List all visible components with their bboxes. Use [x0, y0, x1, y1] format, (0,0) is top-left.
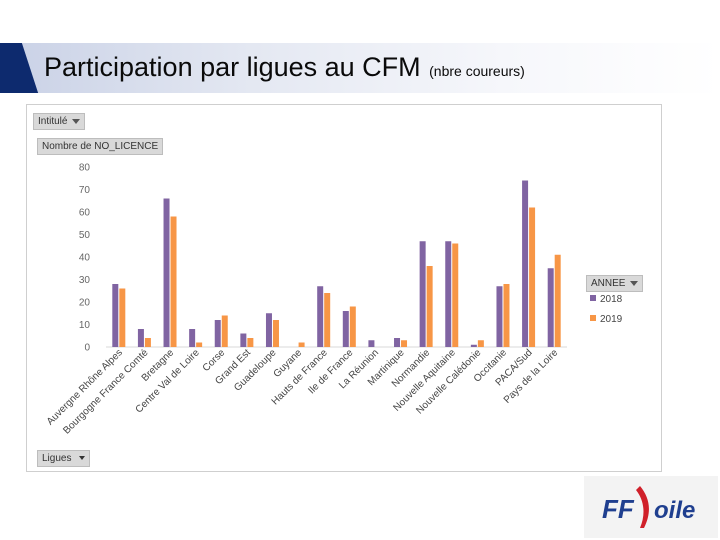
bar-2018: [240, 333, 247, 347]
bar-2019: [503, 284, 510, 347]
bar-2018: [470, 344, 477, 347]
y-tick-label: 50: [79, 230, 91, 241]
bar-2019: [426, 266, 433, 347]
ffvoile-logo: FF oile: [584, 476, 718, 538]
logo-text-ff: FF: [602, 494, 635, 524]
logo-text-oile: oile: [654, 497, 695, 524]
bar-2018: [419, 241, 426, 347]
title-band: Participation par ligues au CFM (nbre co…: [0, 43, 720, 93]
bar-2018: [342, 311, 349, 347]
bar-2018: [189, 329, 196, 347]
bar-2018: [394, 338, 401, 347]
y-tick-label: 40: [79, 253, 91, 264]
dropdown-arrow-icon: [79, 456, 86, 461]
bar-2019: [144, 338, 151, 347]
bar-2019: [452, 243, 459, 347]
y-tick-label: 30: [79, 275, 91, 286]
legend-label-2019: 2019: [600, 314, 623, 325]
y-tick-label: 10: [79, 320, 91, 331]
slide-title: Participation par ligues au CFM (nbre co…: [44, 52, 525, 83]
bar-2019: [196, 342, 203, 347]
bar-2019: [349, 306, 356, 347]
filter-field-button[interactable]: Intitulé: [33, 113, 86, 130]
bar-2019: [529, 207, 536, 347]
y-tick-label: 80: [79, 163, 91, 174]
bar-2018: [214, 320, 221, 347]
y-tick-label: 20: [79, 298, 91, 309]
bar-2018: [522, 180, 529, 347]
bar-2019: [119, 288, 126, 347]
title-accent-shape: [0, 43, 39, 93]
bar-2019: [401, 340, 408, 347]
value-field-label: Nombre de NO_LICENCE: [42, 141, 159, 152]
bar-2019: [247, 338, 254, 347]
pivot-chart: Intitulé Nombre de NO_LICENCE Ligues ANN…: [26, 104, 662, 472]
bar-2019: [272, 320, 279, 347]
bar-2018: [317, 286, 324, 347]
bar-2019: [221, 315, 228, 347]
bar-2018: [368, 340, 375, 347]
bar-2019: [477, 340, 484, 347]
filter-icon: [72, 118, 81, 124]
y-tick-label: 60: [79, 208, 91, 219]
sail-icon: [636, 486, 649, 528]
bar-2018: [445, 241, 452, 347]
bar-2019: [554, 254, 561, 347]
bar-2018: [163, 198, 170, 347]
axis-field-button[interactable]: Ligues: [37, 450, 91, 467]
bar-2018: [112, 284, 119, 347]
bar-2019: [170, 216, 177, 347]
bar-2018: [137, 329, 144, 347]
bar-2018: [265, 313, 272, 347]
legend-swatch-2019: [590, 315, 596, 321]
filter-field-label: Intitulé: [38, 116, 68, 127]
legend-field-label: ANNEE: [591, 278, 626, 289]
bar-2019: [324, 293, 331, 347]
filter-icon: [630, 280, 639, 286]
legend-field-button[interactable]: ANNEE: [586, 275, 644, 292]
bar-2019: [298, 342, 305, 347]
axis-field-label: Ligues: [42, 453, 72, 464]
slide-title-main: Participation par ligues au CFM: [44, 52, 421, 82]
bar-2018: [496, 286, 503, 347]
y-tick-label: 70: [79, 185, 91, 196]
value-field-button[interactable]: Nombre de NO_LICENCE: [37, 138, 164, 155]
legend-swatch-2018: [590, 295, 596, 301]
slide-title-subtitle: (nbre coureurs): [429, 63, 525, 79]
bar-2018: [547, 268, 554, 347]
ffvoile-logo-svg: FF oile: [602, 486, 695, 528]
y-tick-label: 0: [84, 343, 90, 354]
legend-label-2018: 2018: [600, 294, 623, 305]
